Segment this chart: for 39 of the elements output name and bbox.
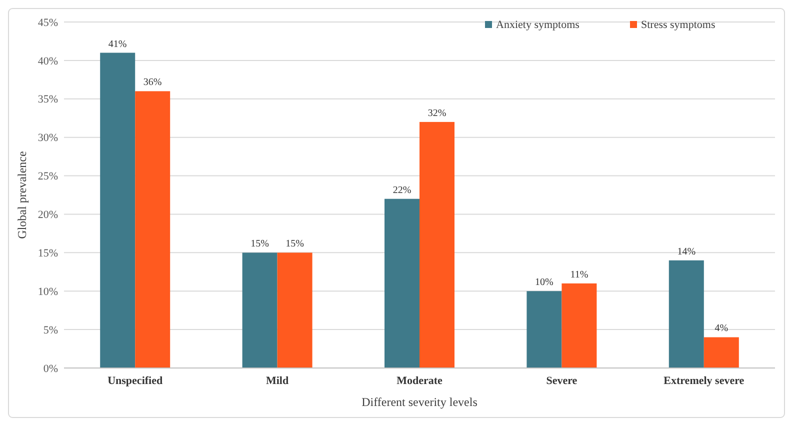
bar	[277, 252, 312, 368]
y-tick-label: 40%	[38, 55, 58, 68]
bar	[242, 252, 278, 368]
y-tick-label: 10%	[38, 286, 58, 298]
data-label: 11%	[570, 269, 588, 280]
bar	[562, 283, 597, 368]
y-tick-label: 35%	[38, 94, 58, 106]
data-label: 32%	[428, 108, 446, 119]
x-tick-label: Mild	[266, 375, 289, 387]
bar	[668, 260, 704, 368]
data-label: 22%	[392, 184, 412, 196]
x-tick-label: Extremely severe	[664, 375, 744, 387]
data-label: 41%	[108, 38, 127, 50]
y-tick-label: 15%	[38, 248, 58, 260]
bar	[100, 52, 136, 368]
x-axis-title: Different severity levels	[362, 395, 478, 409]
x-tick-label: Moderate	[396, 375, 443, 387]
y-tick-label: 25%	[38, 170, 58, 183]
bar	[704, 337, 739, 368]
data-label: 15%	[286, 238, 304, 250]
data-label: 15%	[250, 238, 269, 250]
bar	[526, 291, 562, 368]
data-label: 36%	[143, 77, 162, 88]
y-axis-title: Global prevalence	[15, 151, 29, 239]
legend-label: Stress symptoms	[641, 19, 716, 31]
data-label: 14%	[677, 246, 696, 258]
bar	[384, 198, 420, 368]
bar	[420, 122, 454, 368]
y-tick-label: 45%	[38, 16, 58, 29]
x-tick-label: Severe	[546, 375, 578, 387]
data-label: 4%	[714, 323, 728, 334]
legend-label: Anxiety symptoms	[496, 19, 580, 31]
data-label: 10%	[535, 277, 554, 288]
x-tick-label: Unspecified	[108, 375, 163, 387]
y-tick-label: 30%	[38, 132, 58, 144]
y-tick-label: 5%	[43, 324, 58, 336]
y-tick-label: 0%	[43, 362, 58, 375]
y-tick-label: 20%	[38, 209, 58, 222]
bar	[135, 91, 170, 368]
